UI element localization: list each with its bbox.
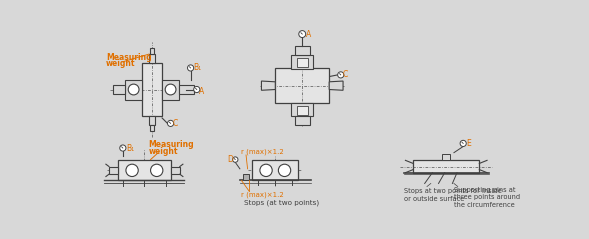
Bar [413, 160, 479, 173]
Text: r (max)×1.2: r (max)×1.2 [241, 192, 284, 198]
Circle shape [165, 84, 176, 95]
Bar [142, 63, 162, 116]
Polygon shape [262, 81, 275, 90]
Text: C: C [343, 70, 348, 79]
Text: B₁: B₁ [194, 63, 202, 72]
Text: Supporting pins at
three points around
the circumference: Supporting pins at three points around t… [454, 186, 520, 207]
Text: B₁: B₁ [126, 144, 134, 152]
Bar [292, 103, 313, 116]
Bar [294, 116, 310, 125]
Bar [118, 160, 171, 180]
Circle shape [187, 65, 194, 71]
Text: r (max)×1.2: r (max)×1.2 [241, 149, 284, 155]
Circle shape [460, 140, 466, 147]
Bar [109, 167, 118, 174]
Bar [275, 68, 329, 103]
Circle shape [279, 164, 291, 177]
Text: A: A [306, 30, 312, 38]
Text: C: C [173, 119, 178, 128]
Text: weight: weight [148, 147, 178, 156]
Text: Stops at two points for inside
or outside surface: Stops at two points for inside or outsid… [404, 188, 502, 201]
Text: A: A [199, 87, 204, 96]
Circle shape [120, 145, 126, 151]
Bar [125, 80, 142, 99]
Bar [292, 55, 313, 69]
Circle shape [128, 84, 139, 95]
Bar [149, 54, 155, 63]
Text: Measuring: Measuring [106, 53, 151, 62]
Text: Measuring: Measuring [148, 141, 194, 149]
Bar [150, 48, 154, 54]
Circle shape [151, 164, 163, 177]
Bar [113, 85, 125, 94]
Circle shape [233, 157, 238, 162]
Circle shape [299, 31, 306, 38]
Text: weight: weight [106, 59, 135, 68]
Bar [162, 80, 179, 99]
Text: E: E [466, 139, 471, 148]
Circle shape [337, 72, 344, 78]
Bar [442, 154, 450, 160]
Bar [297, 106, 307, 115]
Text: D: D [227, 155, 233, 164]
Circle shape [126, 164, 138, 177]
Circle shape [167, 120, 174, 126]
Bar [179, 85, 194, 94]
Text: Stops (at two points): Stops (at two points) [244, 200, 320, 206]
Bar [149, 116, 155, 125]
Circle shape [260, 164, 272, 177]
Circle shape [194, 87, 200, 92]
Bar [297, 58, 307, 67]
Bar [243, 174, 249, 180]
Bar [150, 125, 154, 131]
Polygon shape [329, 81, 343, 90]
Bar [171, 167, 180, 174]
Bar [252, 160, 299, 180]
Bar [294, 46, 310, 55]
